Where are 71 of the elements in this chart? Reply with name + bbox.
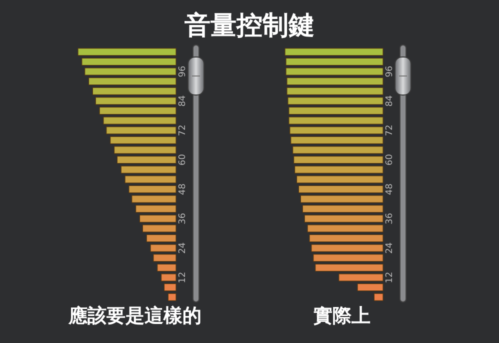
text: 音量控制鍵 [184, 11, 314, 41]
bar [286, 87, 384, 95]
bar [142, 224, 176, 232]
y-tick-label: 96 [385, 66, 395, 78]
bar [146, 234, 176, 242]
bar [311, 244, 384, 252]
bar [136, 204, 176, 213]
y-tick-label: 72 [178, 124, 188, 136]
bar [288, 97, 384, 105]
y-tick-label: 84 [178, 94, 188, 107]
bar [286, 68, 384, 76]
bar [150, 244, 176, 252]
bar [286, 58, 384, 66]
bar [304, 214, 384, 222]
y-tick-label: 60 [178, 154, 188, 166]
bar [139, 214, 176, 222]
bar [302, 204, 384, 213]
bar [313, 254, 384, 262]
bar [99, 106, 176, 115]
y-tick-label: 84 [385, 94, 395, 107]
bar [164, 283, 176, 292]
bar [161, 274, 176, 282]
bar [168, 293, 176, 301]
bar [132, 195, 176, 203]
y-tick-label: 24 [178, 242, 188, 254]
bar [78, 48, 176, 56]
bar [92, 87, 176, 95]
bar [110, 136, 176, 144]
bar [290, 136, 384, 144]
y-tick-label: 36 [385, 212, 395, 224]
bar [338, 274, 384, 282]
bar [292, 146, 384, 154]
bar [153, 254, 176, 262]
bar [300, 195, 384, 203]
bar [288, 106, 384, 115]
bar [106, 126, 176, 134]
bar [288, 116, 384, 124]
y-tick-label: 72 [385, 124, 395, 136]
bar [82, 58, 176, 66]
bar [315, 264, 384, 272]
y-tick-label: 36 [178, 212, 188, 224]
bar [298, 185, 384, 194]
bar [124, 176, 176, 184]
y-tick-label: 48 [178, 183, 188, 195]
y-tick-label: 48 [385, 183, 395, 195]
bar [103, 116, 176, 124]
y-tick-label: 24 [385, 242, 395, 254]
y-tick-label: 12 [385, 272, 395, 284]
bar [286, 77, 384, 86]
x-axis-title: 實際上 [314, 305, 370, 327]
y-tick-label: 12 [178, 272, 188, 284]
bar [294, 166, 384, 174]
bar [374, 293, 384, 301]
bar [128, 185, 176, 194]
x-axis-title: 應該要是這樣的 [68, 305, 202, 327]
bar [84, 68, 176, 76]
bar [95, 97, 176, 105]
bar [294, 156, 384, 164]
y-tick-label: 60 [385, 154, 395, 166]
bar [284, 48, 384, 56]
bar [114, 146, 176, 154]
bar [296, 176, 384, 184]
bar [357, 283, 384, 292]
y-tick-label: 96 [178, 66, 188, 78]
bar [307, 224, 384, 232]
bar [157, 264, 176, 272]
bar [116, 156, 176, 164]
bar [309, 234, 384, 242]
bar [88, 77, 176, 86]
bar [120, 166, 176, 174]
bar [290, 126, 384, 134]
